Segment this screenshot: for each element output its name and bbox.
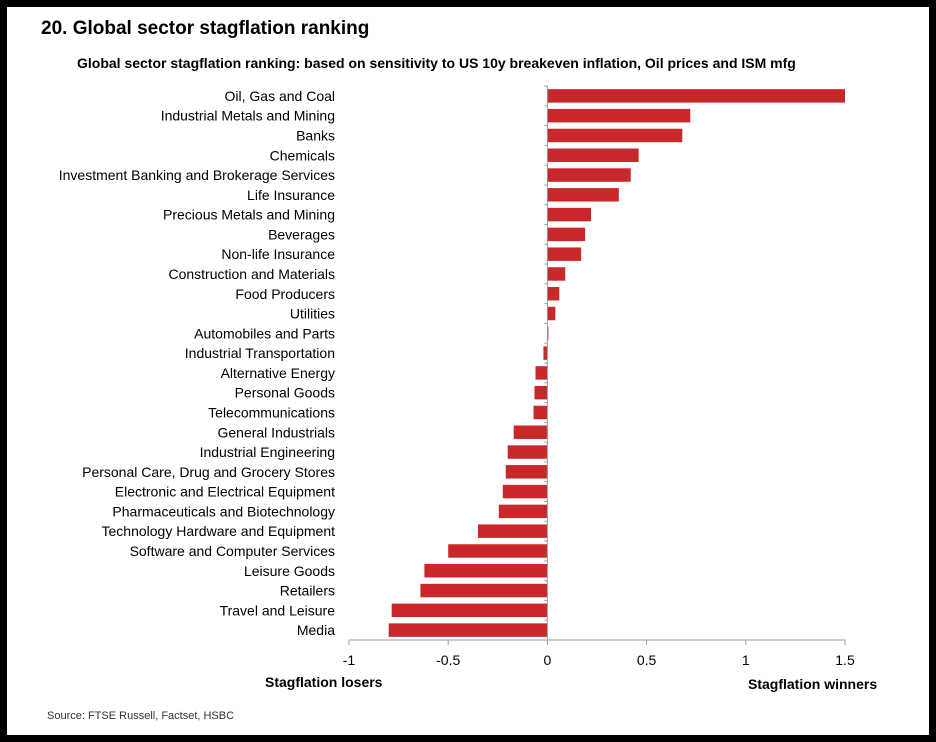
- bar: [505, 465, 548, 479]
- category-label: Food Producers: [235, 286, 335, 302]
- x-axis-label-winners: Stagflation winners: [748, 676, 878, 692]
- bar: [391, 603, 548, 618]
- bar: [448, 544, 548, 558]
- x-tick-label: 1.5: [835, 652, 855, 668]
- bar: [534, 385, 548, 400]
- bar: [547, 306, 556, 321]
- bar: [547, 188, 619, 202]
- category-label: Utilities: [290, 306, 335, 322]
- category-label: Retailers: [280, 583, 335, 599]
- x-tick-label: 1: [742, 652, 750, 668]
- bar: [547, 128, 683, 143]
- category-label: Investment Banking and Brokerage Service…: [59, 167, 335, 183]
- bar: [420, 583, 548, 598]
- category-label: Industrial Engineering: [200, 444, 335, 460]
- x-tick-label: 0.5: [637, 652, 657, 668]
- bar: [498, 504, 548, 519]
- bar: [507, 445, 548, 459]
- category-label: Telecommunications: [208, 404, 335, 420]
- source-note: Source: FTSE Russell, Factset, HSBC: [47, 710, 235, 722]
- category-label: Personal Care, Drug and Grocery Stores: [82, 464, 335, 480]
- category-label: Life Insurance: [247, 187, 335, 203]
- bar: [547, 267, 566, 281]
- bar: [477, 524, 548, 538]
- category-label: Chemicals: [270, 147, 335, 163]
- bar: [547, 227, 586, 242]
- bar: [513, 425, 548, 439]
- bar: [547, 207, 592, 222]
- bar: [543, 346, 548, 360]
- category-label: Automobiles and Parts: [194, 325, 335, 341]
- category-label: Leisure Goods: [244, 563, 335, 579]
- bar: [424, 564, 548, 578]
- bar: [388, 623, 548, 637]
- category-label: General Industrials: [217, 424, 335, 440]
- bar: [547, 108, 691, 123]
- category-label: Pharmaceuticals and Biotechnology: [112, 503, 335, 519]
- bar: [547, 168, 631, 182]
- chart-title: Global sector stagflation ranking: based…: [77, 55, 796, 71]
- category-label: Beverages: [268, 226, 335, 242]
- x-tick-label: -0.5: [436, 652, 460, 668]
- category-label: Electronic and Electrical Equipment: [115, 484, 335, 500]
- bar: [547, 89, 845, 103]
- figure-frame: 20. Global sector stagflation ranking Gl…: [7, 7, 929, 735]
- category-label: Non-life Insurance: [221, 246, 335, 262]
- category-label: Media: [297, 622, 335, 638]
- bar: [535, 366, 548, 380]
- category-label: Alternative Energy: [221, 365, 335, 381]
- category-label: Technology Hardware and Equipment: [102, 523, 336, 539]
- category-label: Travel and Leisure: [220, 602, 336, 618]
- category-label: Industrial Metals and Mining: [161, 108, 335, 124]
- x-tick-label: -1: [343, 652, 356, 668]
- category-label: Software and Computer Services: [130, 543, 335, 559]
- bar: [533, 405, 548, 420]
- x-axis-label-losers: Stagflation losers: [265, 674, 383, 690]
- x-tick-label: 0: [544, 652, 552, 668]
- bar: [547, 148, 639, 162]
- category-label: Personal Goods: [235, 385, 335, 401]
- bar: [547, 287, 560, 301]
- bar: [502, 484, 548, 499]
- figure-title: 20. Global sector stagflation ranking: [41, 18, 370, 39]
- category-label: Construction and Materials: [168, 266, 335, 282]
- category-label: Banks: [296, 127, 335, 143]
- category-label: Oil, Gas and Coal: [225, 88, 336, 104]
- bar-chart: Oil, Gas and Coal Industrial Metals and M…: [59, 85, 855, 668]
- category-label: Industrial Transportation: [185, 345, 335, 361]
- category-label: Precious Metals and Mining: [163, 207, 335, 223]
- bar: [547, 247, 582, 261]
